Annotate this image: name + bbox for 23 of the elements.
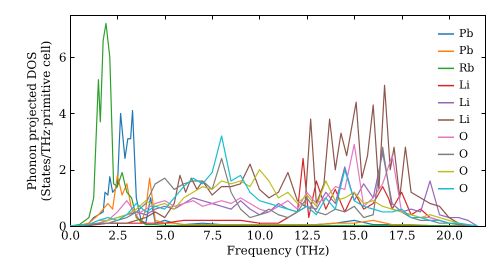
y-tick-label: 4 [58, 106, 67, 121]
x-tick-label: 15.0 [341, 228, 368, 242]
x-tick-label: 7.5 [203, 228, 222, 242]
y-tick-label: 2 [58, 163, 66, 178]
x-tick-label: 12.5 [294, 228, 321, 242]
x-tick-label: 5.0 [156, 228, 175, 242]
legend-label: Li [459, 96, 470, 109]
x-tick-label: 17.5 [388, 228, 416, 242]
y-tick-label: 6 [58, 50, 66, 65]
x-tick-label: 10.0 [246, 228, 274, 242]
x-tick-label: 2.5 [108, 228, 128, 242]
legend-label: Li [459, 78, 470, 92]
legend-label: O [459, 130, 468, 144]
x-tick-label: 20.0 [436, 228, 463, 242]
legend-label: Rb [459, 61, 474, 74]
legend-label: O [459, 147, 468, 160]
legend-label: Pb [459, 27, 474, 40]
legend-label: Li [459, 113, 470, 126]
x-axis-title: Frequency (THz) [226, 244, 330, 258]
legend-label: Pb [459, 44, 474, 58]
legend-label: O [459, 182, 468, 195]
legend-label: O [459, 164, 468, 178]
y-axis-title: Phonon projected DOS (States/THz·primitive cell) [24, 40, 53, 202]
